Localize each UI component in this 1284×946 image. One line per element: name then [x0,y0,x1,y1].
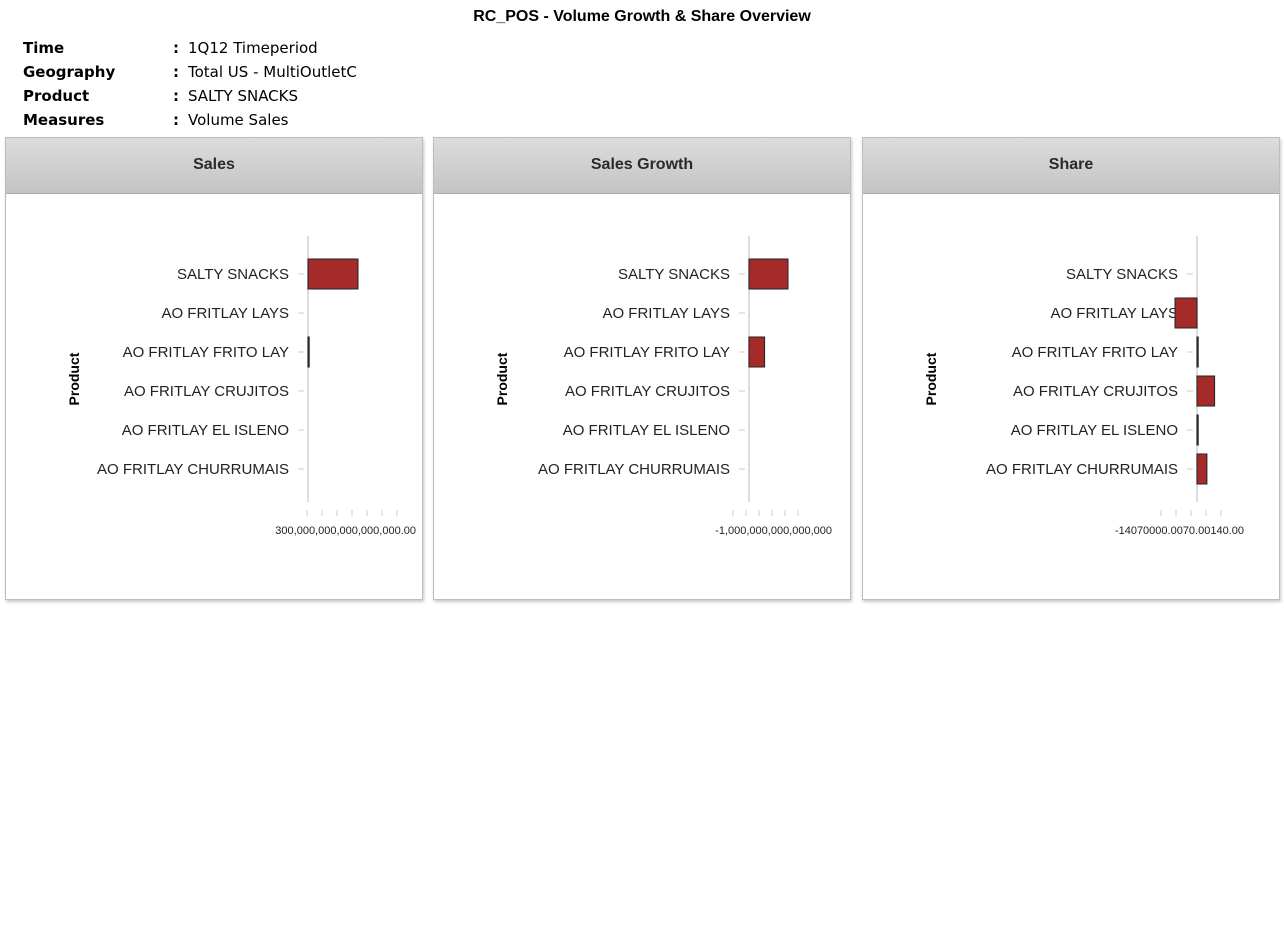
data-bar [748,258,789,290]
filter-value: 1Q12 Timeperiod [188,39,318,57]
category-label: AO FRITLAY LAYS [1050,305,1178,322]
data-bar [307,336,310,368]
filter-value: SALTY SNACKS [188,87,299,105]
category-label: SALTY SNACKS [1066,266,1178,283]
data-bar [1196,453,1208,485]
category-label: AO FRITLAY CHURRUMAIS [538,461,730,478]
filter-separator: : [173,63,179,81]
filter-label: Time [23,39,65,57]
filter-value: Volume Sales [188,111,289,129]
data-bar [1174,297,1198,329]
tick-label: -14070000.0070.00140.00 [1115,525,1244,537]
sales-chart-panel: Sales Product SALTY SNACKS AO FRITLAY LAYS… [5,137,423,600]
share-bar-chart: Product SALTY SNACKS AO FRITLAY LAYS AO FRI… [923,236,1244,537]
category-label: SALTY SNACKS [177,266,289,283]
sales-bar-chart: Product SALTY SNACKS AO FRITLAY LAYS AO FRI… [66,236,416,537]
panel-title: Sales Growth [434,138,850,194]
report-title: RC_POS - Volume Growth & Share Overview [473,8,811,25]
category-label: AO FRITLAY FRITO LAY [1012,344,1178,361]
data-bar [1196,375,1216,407]
y-axis-title: Product [494,352,510,405]
share-chart-panel: Share Product SALTY SNACKS AO FRITLAY LAYS… [862,137,1280,600]
filter-label: Product [23,87,90,105]
tick-label: 300,000,000,000,000,000.00 [275,525,416,537]
sales-growth-chart-panel: Sales Growth Product SALTY SNACKS AO FRITL… [433,137,851,600]
category-label: AO FRITLAY FRITO LAY [123,344,289,361]
category-label: AO FRITLAY CRUJITOS [124,383,289,400]
category-label: AO FRITLAY CHURRUMAIS [986,461,1178,478]
filter-value: Total US - MultiOutletC [188,63,357,81]
category-label: SALTY SNACKS [618,266,730,283]
category-label: AO FRITLAY EL ISLENO [1011,422,1178,439]
category-label: AO FRITLAY LAYS [161,305,289,322]
y-axis-title: Product [66,352,82,405]
category-label: AO FRITLAY EL ISLENO [563,422,730,439]
category-label: AO FRITLAY CRUJITOS [565,383,730,400]
panel-title: Sales [6,138,422,194]
filter-separator: : [173,87,179,105]
filter-label: Measures [23,111,105,129]
category-label: AO FRITLAY CRUJITOS [1013,383,1178,400]
category-label: AO FRITLAY FRITO LAY [564,344,730,361]
sales-growth-bar-chart: Product SALTY SNACKS AO FRITLAY LAYS AO FRI… [494,236,832,537]
y-axis-title: Product [923,352,939,405]
data-bar [1196,414,1199,446]
data-bar [748,336,766,368]
panel-title: Share [863,138,1279,194]
category-label: AO FRITLAY LAYS [602,305,730,322]
category-label: AO FRITLAY EL ISLENO [122,422,289,439]
data-bar [1196,336,1199,368]
filter-separator: : [173,39,179,57]
category-label: AO FRITLAY CHURRUMAIS [97,461,289,478]
filter-separator: : [173,111,179,129]
filter-label: Geography [23,63,116,81]
tick-label: -1,000,000,000,000,000 [715,525,832,537]
data-bar [307,258,359,290]
